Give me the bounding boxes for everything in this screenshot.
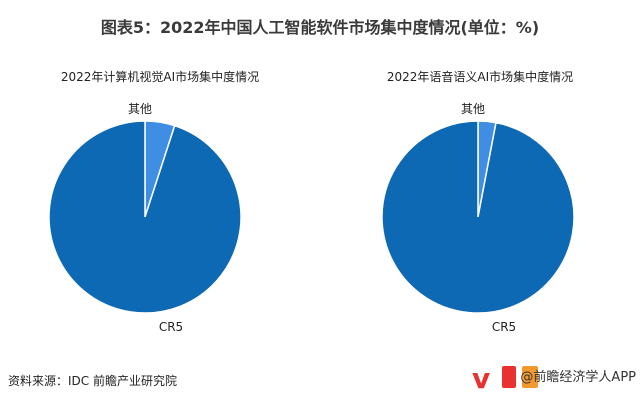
right-label-other: 其他 [461, 102, 485, 116]
source-note: 资料来源：IDC 前瞻产业研究院 [8, 374, 177, 388]
right-pie: 其他 CR5 [381, 102, 575, 334]
right-label-cr5: CR5 [492, 320, 516, 334]
right-pie-slice-cr5 [381, 120, 575, 314]
svg-text:ⅴ: ⅴ [472, 362, 490, 394]
left-label-other: 其他 [128, 102, 152, 116]
left-pie-title: 2022年计算机视觉AI市场集中度情况 [60, 70, 260, 84]
watermark-logo-icon: ⅴ [472, 362, 538, 394]
chart-title: 图表5：2022年中国人工智能软件市场集中度情况(单位：%) [100, 18, 540, 37]
left-pie: 其他 CR5 [48, 102, 242, 334]
left-pie-slice-cr5 [48, 120, 242, 314]
right-pie-title: 2022年语音语义AI市场集中度情况 [386, 70, 574, 84]
left-label-cr5: CR5 [159, 320, 183, 334]
watermark-text: @前瞻经济学人APP [520, 370, 636, 385]
